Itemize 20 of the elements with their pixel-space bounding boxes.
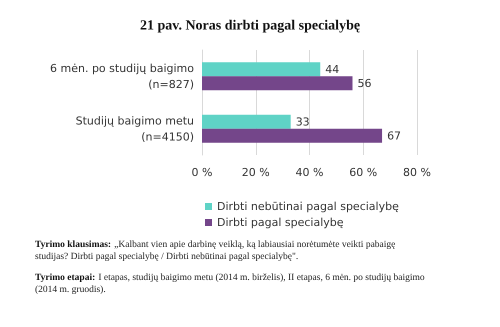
- text: Tyrimo klausimas: „Kalbant vien apie darbinę veiklą, ką labiausiai norėtumėte veikti pabaigę studijas? Dirbti pagal specialybę / Dirbti nebūtinai pagal specialybę".: [35, 240, 398, 262]
- x-tick-label: 80 %: [403, 166, 431, 179]
- legend-label: Dirbti nebūtinai pagal specialybę: [217, 200, 400, 213]
- text: Tyrimo etapai: I etapas, studijų baigimo metu (2014 m. birželis), II etapas, 6 mėn. po studijų baigimo (2014 m. gruodis).: [35, 273, 428, 295]
- data-label: 44: [325, 62, 340, 76]
- bar: [202, 114, 291, 129]
- data-label: 56: [358, 76, 372, 90]
- legend-label: Dirbti pagal specialybę: [217, 216, 344, 229]
- x-tick-label: 60 %: [349, 166, 378, 179]
- chart-title: 21 pav. Noras dirbti pagal specialybę: [140, 18, 360, 34]
- y-tick-label: 6 mėn. po studijų baigimo (n=827): [50, 62, 194, 91]
- bar: [202, 76, 352, 90]
- x-tick-label: 20 %: [242, 166, 270, 179]
- bar: [202, 128, 382, 143]
- data-label: 33: [296, 115, 310, 128]
- y-tick-label: Studijų baigimo metu (n=4150): [76, 114, 194, 144]
- data-label: 67: [387, 129, 402, 142]
- bar: [202, 62, 320, 76]
- x-tick-label: 0 %: [192, 166, 212, 179]
- x-tick-label: 40 %: [296, 166, 324, 179]
